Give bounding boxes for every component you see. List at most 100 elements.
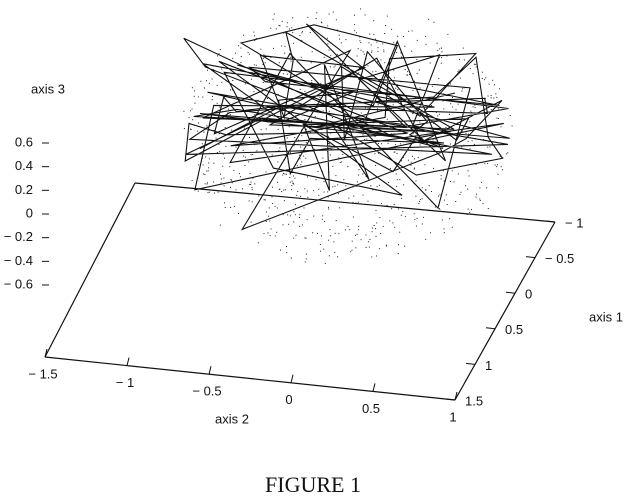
dot — [260, 48, 262, 50]
dot — [301, 224, 303, 226]
dot — [482, 203, 484, 205]
dot — [292, 32, 294, 34]
dot — [396, 52, 398, 54]
dot — [263, 199, 265, 201]
dot — [293, 221, 295, 223]
dot — [386, 244, 387, 246]
dot — [484, 97, 486, 99]
dot — [248, 161, 250, 163]
dot — [257, 99, 259, 101]
dot — [437, 115, 439, 117]
floor-box — [44, 182, 556, 401]
dot — [382, 225, 384, 227]
dot — [322, 215, 324, 217]
dot — [459, 77, 461, 79]
axis-1-tick-label: 0.5 — [505, 322, 523, 337]
dot — [286, 73, 288, 75]
dot — [322, 110, 324, 112]
dot — [206, 170, 208, 172]
dot — [278, 188, 280, 190]
dot — [345, 129, 347, 131]
dot — [307, 176, 308, 178]
dot — [415, 180, 417, 182]
dot — [371, 256, 373, 258]
dot — [362, 51, 364, 53]
dot — [475, 63, 477, 65]
dot — [347, 166, 349, 168]
dot — [365, 176, 367, 177]
dot — [407, 159, 409, 161]
dot — [412, 155, 413, 157]
dot — [274, 205, 276, 207]
dot — [496, 117, 498, 119]
dot — [305, 128, 307, 130]
dot — [338, 34, 340, 36]
dot — [283, 200, 285, 202]
dot — [286, 22, 288, 24]
dot — [194, 90, 195, 92]
dot — [443, 232, 445, 234]
dot — [286, 246, 287, 247]
dot — [344, 229, 346, 231]
dot — [460, 191, 462, 193]
dot — [396, 179, 398, 181]
dot — [327, 191, 329, 193]
dot — [357, 48, 359, 50]
dot — [339, 207, 341, 209]
dot — [363, 53, 365, 55]
axis-1-tick-label: 1 — [485, 358, 492, 373]
dot — [188, 117, 190, 119]
dot — [321, 235, 322, 237]
dot — [467, 140, 469, 142]
dot — [382, 43, 384, 45]
dot — [328, 142, 330, 144]
dot — [349, 229, 351, 231]
dot — [208, 162, 210, 164]
dot — [414, 158, 416, 160]
dot — [377, 104, 379, 106]
dot — [324, 263, 326, 264]
dot — [204, 174, 206, 176]
dot — [371, 231, 373, 233]
dot — [254, 114, 256, 115]
dot — [376, 41, 378, 43]
dot — [309, 32, 311, 33]
dot — [295, 234, 297, 236]
dot — [390, 127, 392, 129]
dot — [305, 237, 307, 239]
dot — [402, 211, 404, 213]
dot — [301, 70, 303, 72]
dot — [490, 109, 492, 111]
dot — [380, 59, 382, 61]
dot — [367, 200, 369, 202]
floor-edge — [134, 182, 556, 223]
dot — [362, 134, 364, 136]
dot — [486, 187, 488, 189]
dot — [373, 225, 375, 226]
dot — [451, 226, 453, 228]
dot — [421, 187, 423, 189]
dot — [413, 213, 415, 215]
dot — [350, 251, 352, 253]
dot — [294, 177, 296, 179]
dot — [487, 163, 489, 165]
dot — [285, 173, 287, 175]
dot — [304, 188, 306, 190]
axis-3-tick-label: − 0.4 — [4, 253, 33, 268]
dot — [375, 209, 377, 211]
dot — [406, 74, 408, 76]
dot — [322, 157, 324, 159]
dot — [360, 239, 362, 241]
dot — [312, 232, 314, 234]
dot — [449, 218, 451, 220]
dot — [240, 62, 242, 64]
dot — [270, 27, 272, 29]
dot — [384, 205, 386, 207]
dot — [367, 107, 369, 109]
axis-1-tick-label: − 1 — [565, 215, 583, 230]
dot — [216, 84, 218, 86]
dot — [469, 148, 471, 150]
dot — [219, 106, 221, 108]
dot — [307, 196, 309, 198]
